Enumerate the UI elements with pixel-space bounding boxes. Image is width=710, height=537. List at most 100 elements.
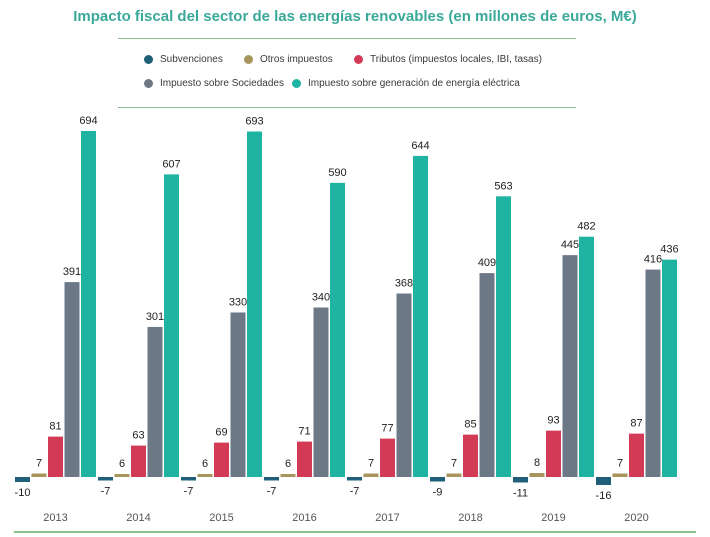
data-label: 445 [561, 239, 579, 251]
bar [579, 236, 594, 477]
legend-label: Impuesto sobre generación de energía elé… [308, 78, 520, 89]
bar [479, 273, 495, 477]
data-label: 409 [478, 257, 496, 269]
data-label: 6 [202, 458, 208, 470]
data-label: -16 [596, 490, 612, 502]
data-label: 7 [451, 458, 457, 470]
x-tick-label: 2013 [43, 512, 67, 524]
data-label: 85 [464, 419, 476, 431]
x-tick-label: 2018 [458, 512, 482, 524]
legend-label: Otros impuestos [260, 54, 333, 65]
legend-label: Tributos (impuestos locales, IBI, tasas) [370, 54, 542, 65]
legend-label: Subvenciones [160, 54, 223, 65]
bar [297, 441, 312, 477]
bar [513, 477, 528, 483]
data-label: 63 [132, 430, 144, 442]
bar [330, 182, 345, 477]
data-label: -9 [433, 486, 443, 498]
bar [363, 473, 379, 477]
x-tick-label: 2017 [375, 512, 399, 524]
chart-legend: Subvenciones Otros impuestos Tributos (i… [140, 52, 610, 100]
x-tick-label: 2020 [624, 512, 648, 524]
bar [197, 474, 213, 477]
data-label: 693 [245, 115, 263, 127]
data-label: 8 [534, 457, 540, 469]
data-label: -7 [267, 485, 277, 497]
bar [413, 155, 428, 477]
data-label: 368 [395, 278, 413, 290]
data-label: 301 [146, 311, 164, 323]
bar [546, 430, 561, 477]
bar [31, 473, 47, 477]
bar [114, 474, 130, 477]
bar [280, 474, 296, 477]
data-label: 607 [162, 158, 180, 170]
bar [380, 438, 395, 477]
legend-item-subvenciones: Subvenciones [144, 54, 223, 65]
chart-title: Impacto fiscal del sector de las energía… [73, 8, 637, 25]
data-label: 7 [368, 458, 374, 470]
legend-item-tributos: Tributos (impuestos locales, IBI, tasas) [354, 54, 542, 65]
bar [313, 307, 329, 477]
bar [230, 312, 246, 477]
bar [131, 445, 146, 477]
legend-swatch [244, 55, 253, 64]
data-label: 482 [577, 221, 595, 233]
data-label: 6 [119, 458, 125, 470]
data-label: 694 [79, 115, 97, 127]
data-label: -7 [101, 485, 111, 497]
data-label: 340 [312, 291, 330, 303]
bar [264, 477, 279, 481]
data-label: -7 [350, 485, 360, 497]
data-label: 87 [630, 418, 642, 430]
legend-label: Impuesto sobre Sociedades [160, 78, 284, 89]
bar [181, 477, 196, 481]
bar [48, 436, 63, 477]
data-label: 7 [617, 458, 623, 470]
bar [247, 131, 262, 477]
x-tick-label: 2014 [126, 512, 150, 524]
bar [81, 131, 96, 477]
data-label: 6 [285, 458, 291, 470]
data-label: 7 [36, 458, 42, 470]
bar [64, 282, 80, 477]
bar [529, 473, 545, 477]
data-label: -7 [184, 485, 194, 497]
bar [214, 442, 229, 477]
data-label: 93 [547, 415, 559, 427]
data-label: 69 [215, 427, 227, 439]
data-label: -11 [513, 487, 528, 499]
data-label: -10 [15, 487, 31, 499]
data-label: 563 [494, 180, 512, 192]
legend-swatch [144, 55, 153, 64]
legend-item-otros-impuestos: Otros impuestos [244, 54, 333, 65]
legend-item-impuesto-generacion: Impuesto sobre generación de energía elé… [292, 78, 520, 89]
data-label: 77 [381, 423, 393, 435]
bar [147, 326, 163, 477]
title-divider [118, 38, 576, 39]
data-label: 416 [644, 254, 662, 266]
bar [562, 255, 578, 477]
legend-swatch [292, 79, 301, 88]
bar [596, 477, 611, 485]
bar [347, 477, 362, 481]
bar [612, 473, 628, 477]
bar [164, 174, 179, 477]
bar [446, 473, 462, 477]
bar [430, 477, 445, 482]
x-tick-label: 2016 [292, 512, 316, 524]
data-label: 644 [411, 140, 429, 152]
legend-item-impuesto-sociedades: Impuesto sobre Sociedades [144, 78, 284, 89]
legend-swatch [354, 55, 363, 64]
data-label: 436 [660, 244, 678, 256]
legend-divider [118, 107, 576, 108]
data-label: 81 [49, 421, 61, 433]
bar [645, 269, 661, 477]
bar [396, 293, 412, 477]
data-label: 391 [63, 266, 81, 278]
bar [496, 196, 511, 478]
bar [98, 477, 113, 481]
x-tick-label: 2015 [209, 512, 233, 524]
bar [463, 434, 478, 477]
